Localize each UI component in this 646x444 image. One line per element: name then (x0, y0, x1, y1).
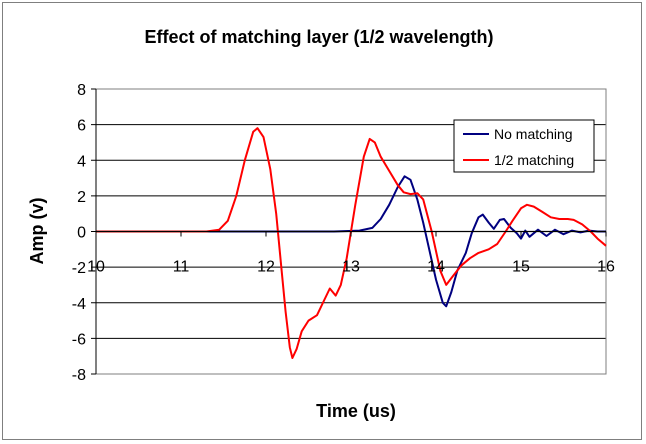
series-line-2 (96, 127, 607, 359)
x-tick-label: 13 (342, 259, 360, 276)
legend-box (453, 119, 595, 173)
y-tick-labels: -8 -6 -4 -2 0 2 4 6 8 (72, 82, 86, 384)
x-tick-label: 12 (257, 259, 275, 276)
y-tick-label: 0 (77, 225, 86, 242)
y-tick-label: -6 (72, 331, 86, 348)
y-tick-label: 4 (77, 153, 86, 170)
series-lines (96, 127, 607, 359)
x-tick-label: 15 (512, 259, 530, 276)
x-tick-label: 10 (87, 259, 105, 276)
y-tick-label: -8 (72, 367, 86, 384)
y-axis-title: Amp (v) (27, 197, 47, 264)
x-tick-label: 16 (597, 259, 615, 276)
line-chart: Effect of matching layer (1/2 wavelength… (27, 27, 615, 421)
chart-title: Effect of matching layer (1/2 wavelength… (144, 27, 493, 47)
legend: No matching 1/2 matching (453, 119, 595, 173)
y-tick-label: 2 (77, 189, 86, 206)
x-tick-label: 14 (427, 259, 445, 276)
y-tick-label: 6 (77, 118, 86, 135)
legend-label-2: 1/2 matching (494, 152, 574, 168)
legend-label-1: No matching (494, 126, 573, 142)
chart-frame: Effect of matching layer (1/2 wavelength… (2, 2, 642, 440)
series-line-1 (96, 175, 606, 308)
x-tick-label: 11 (173, 259, 190, 276)
axes (91, 88, 607, 375)
x-axis-title: Time (us) (316, 401, 396, 421)
y-tick-label: -2 (72, 260, 86, 277)
y-tick-label: 8 (77, 82, 86, 99)
x-tick-labels: 10 11 12 13 14 15 16 (87, 259, 615, 276)
y-tick-label: -4 (72, 296, 86, 313)
